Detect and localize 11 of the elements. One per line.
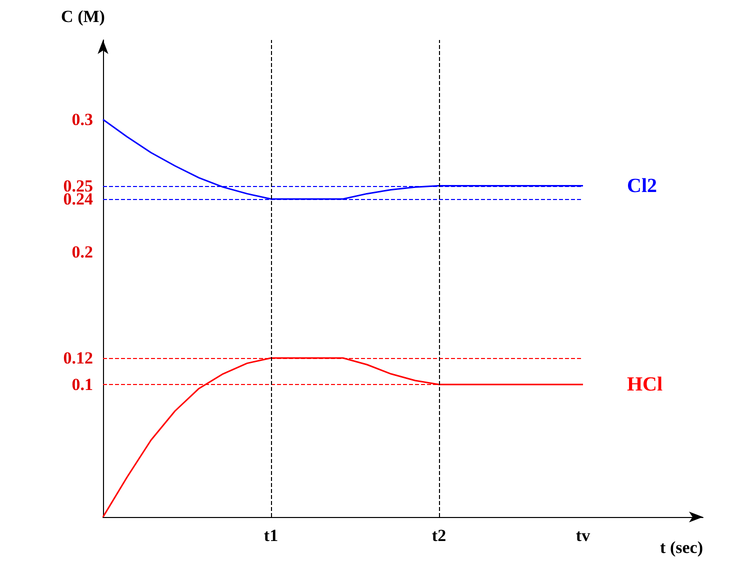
y-axis-title: C (M) [61,7,105,26]
y-tick-label: 0.12 [63,348,93,368]
y-tick-label: 0.1 [72,375,93,394]
y-tick-label: 0.2 [72,242,93,262]
x-tick-label: t2 [432,526,446,545]
y-tick-label: 0.3 [72,110,93,129]
x-axis-title: t (sec) [660,538,703,557]
x-tick-label: tv [576,526,591,545]
text: Cl2 [627,174,657,197]
x-tick-label: t1 [264,526,278,545]
text: HCl [627,374,663,396]
